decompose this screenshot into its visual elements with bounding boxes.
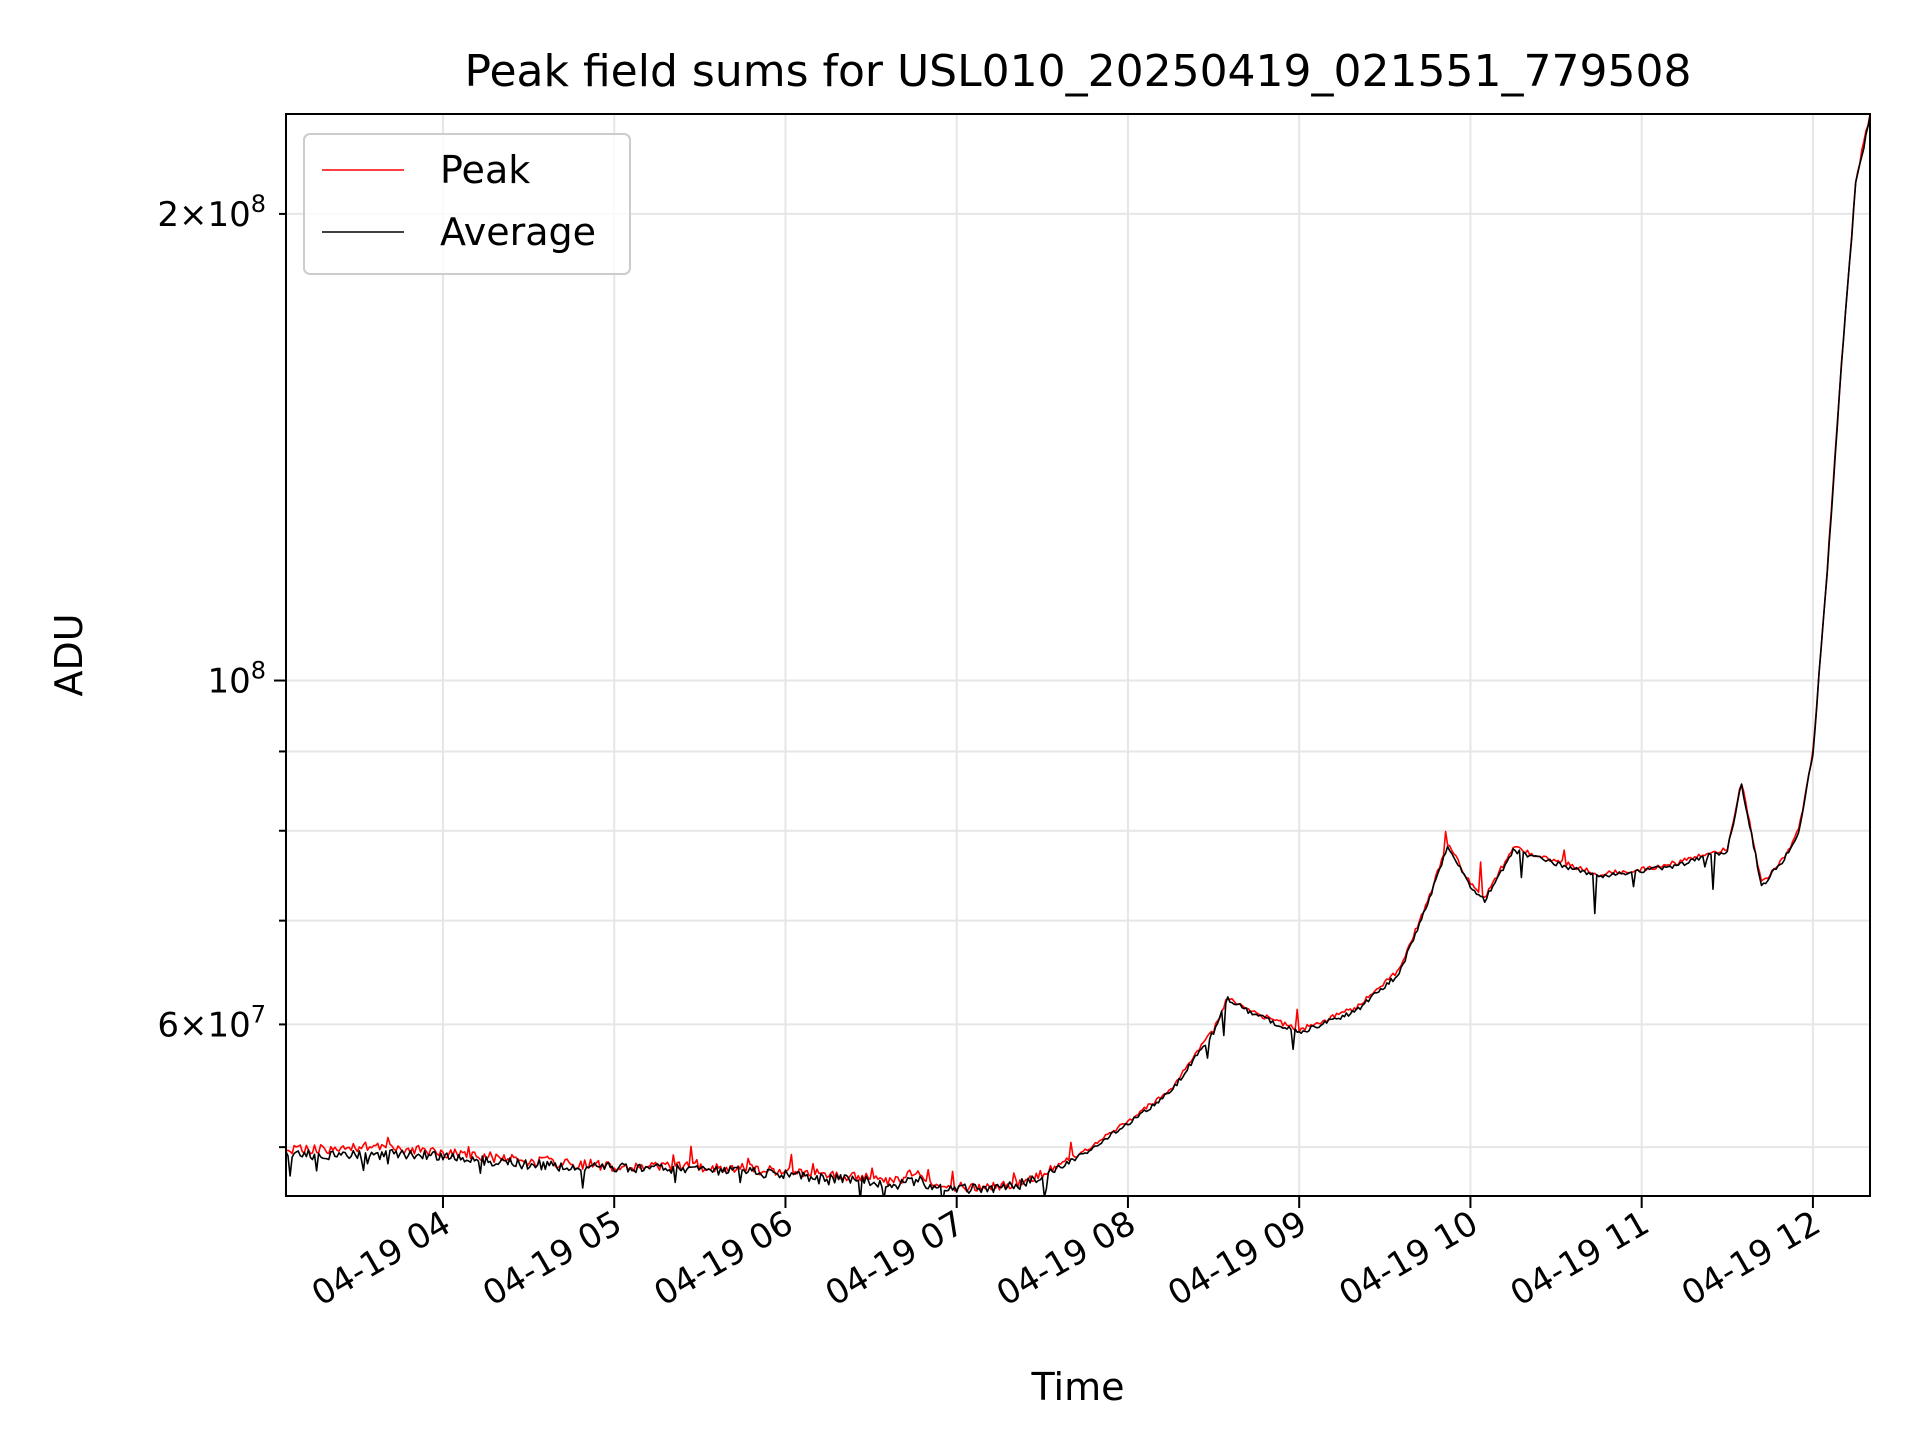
y-axis-ticks: 108 6×107 2×108 xyxy=(157,190,286,1149)
legend-label-peak: Peak xyxy=(440,148,530,192)
legend-box xyxy=(303,133,631,275)
y-tick-label: 108 xyxy=(207,657,266,702)
x-axis-label: Time xyxy=(1031,1365,1125,1409)
series-line-average xyxy=(286,116,1870,1196)
y-tick-label: 6×107 xyxy=(157,1000,266,1045)
axes-frame xyxy=(285,113,1871,1197)
chart-title: Peak field sums for USL010_20250419_0215… xyxy=(465,46,1692,97)
series-layer xyxy=(286,114,1870,1196)
series-line-peak xyxy=(286,114,1870,1193)
y-tick-label: 2×108 xyxy=(157,190,266,235)
grid-lines xyxy=(286,114,1870,1196)
legend: Peak Average xyxy=(303,133,631,275)
legend-label-average: Average xyxy=(440,210,596,254)
y-axis-label: ADU xyxy=(47,613,91,696)
